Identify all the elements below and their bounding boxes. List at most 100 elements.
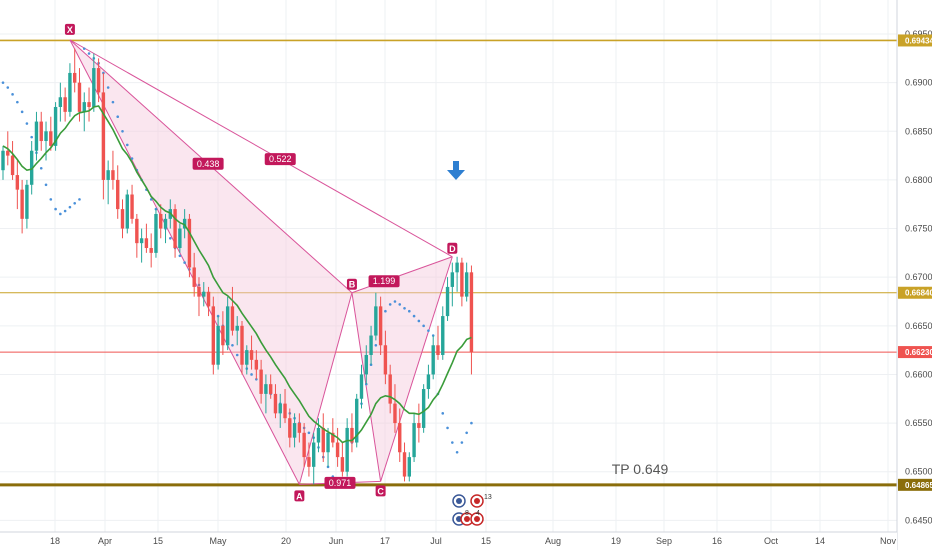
candle-body[interactable] <box>359 374 364 399</box>
candle-body[interactable] <box>445 286 450 317</box>
candle-body[interactable] <box>402 452 407 477</box>
candle-body[interactable] <box>20 189 24 219</box>
candle-body[interactable] <box>350 427 354 443</box>
level-price-tag[interactable] <box>898 34 932 47</box>
candle-body[interactable] <box>163 218 168 229</box>
candle-body[interactable] <box>216 325 220 365</box>
candle-body[interactable] <box>364 354 368 375</box>
candle-body[interactable] <box>278 403 282 414</box>
candle-body[interactable] <box>426 374 431 390</box>
candle-body[interactable] <box>221 325 225 346</box>
candle-body[interactable] <box>455 262 459 273</box>
candle-body[interactable] <box>192 267 196 287</box>
candle-body[interactable] <box>197 286 201 297</box>
candle-body[interactable] <box>178 228 182 249</box>
candle-body[interactable] <box>321 427 325 453</box>
candle-body[interactable] <box>10 155 15 176</box>
candle-body[interactable] <box>139 238 144 244</box>
candle-body[interactable] <box>53 106 58 146</box>
level-price-tag[interactable] <box>898 478 932 491</box>
candle-body[interactable] <box>206 291 211 307</box>
candle-body[interactable] <box>106 170 110 180</box>
candle-body[interactable] <box>331 432 335 443</box>
candle-body[interactable] <box>340 457 345 472</box>
candle-body[interactable] <box>240 325 244 365</box>
candle-body[interactable] <box>116 179 120 210</box>
candle-body[interactable] <box>125 194 129 229</box>
candle-body[interactable] <box>355 398 359 443</box>
candle-body[interactable] <box>268 384 273 394</box>
candle-body[interactable] <box>202 291 206 297</box>
candle-body[interactable] <box>68 72 72 112</box>
candle-body[interactable] <box>44 131 48 142</box>
candle-body[interactable] <box>369 335 373 355</box>
candle-body[interactable] <box>326 432 330 453</box>
candle-body[interactable] <box>393 403 397 424</box>
candle-body[interactable] <box>87 102 91 107</box>
candle-body[interactable] <box>249 350 254 360</box>
time-axis[interactable]: 18 Apr 15 May 20 Jun 17 Jul 15 Aug 19 Sep 16 Oct 14 Nov <box>0 531 897 550</box>
candle-body[interactable] <box>173 209 177 249</box>
level-price-tag[interactable] <box>898 346 932 359</box>
candle-body[interactable] <box>77 82 82 112</box>
candle-body[interactable] <box>120 209 125 229</box>
candle-body[interactable] <box>182 218 187 229</box>
candle-body[interactable] <box>374 306 378 336</box>
candle-body[interactable] <box>63 97 67 112</box>
candle-body[interactable] <box>73 72 77 83</box>
candle-body[interactable] <box>312 442 316 467</box>
candle-body[interactable] <box>225 306 230 346</box>
candle-body[interactable] <box>335 442 340 458</box>
candle-body[interactable] <box>288 418 292 438</box>
candle-body[interactable] <box>149 248 153 253</box>
candle-body[interactable] <box>307 457 311 467</box>
candle-body[interactable] <box>398 423 402 453</box>
candle-body[interactable] <box>316 427 321 443</box>
candle-body[interactable] <box>211 306 216 365</box>
candle-body[interactable] <box>144 238 149 249</box>
candle-body[interactable] <box>421 389 426 428</box>
candle-body[interactable] <box>230 306 235 331</box>
candle-body[interactable] <box>1 150 5 171</box>
candle-body[interactable] <box>412 423 416 458</box>
candle-body[interactable] <box>34 121 39 151</box>
candle-body[interactable] <box>259 369 263 394</box>
candle-body[interactable] <box>111 170 115 180</box>
candle-body[interactable] <box>283 403 287 419</box>
candle-body[interactable] <box>264 384 268 394</box>
candle-body[interactable] <box>469 272 474 353</box>
candle-body[interactable] <box>58 97 63 107</box>
candle-body[interactable] <box>96 68 101 93</box>
candle-body[interactable] <box>345 427 349 472</box>
candle-body[interactable] <box>29 150 34 185</box>
candle-body[interactable] <box>436 345 440 355</box>
candle-body[interactable] <box>464 272 469 297</box>
candle-body[interactable] <box>417 423 421 428</box>
candle-body[interactable] <box>297 423 302 433</box>
candle-body[interactable] <box>15 175 20 190</box>
candle-body[interactable] <box>187 218 192 268</box>
candle-body[interactable] <box>431 345 435 375</box>
candle-body[interactable] <box>82 102 86 112</box>
candle-body[interactable] <box>254 359 259 370</box>
candle-body[interactable] <box>101 92 106 180</box>
candle-body[interactable] <box>388 374 392 404</box>
candle-body[interactable] <box>135 218 139 244</box>
candle-body[interactable] <box>407 457 411 477</box>
candle-body[interactable] <box>383 345 388 375</box>
candle-body[interactable] <box>378 306 383 346</box>
candle-body[interactable] <box>49 131 53 146</box>
candle-body[interactable] <box>159 213 163 229</box>
candle-body[interactable] <box>235 325 239 331</box>
candle-body[interactable] <box>450 272 455 287</box>
candle-body[interactable] <box>154 213 158 253</box>
candle-body[interactable] <box>441 316 445 355</box>
candle-body[interactable] <box>273 393 278 414</box>
candle-body[interactable] <box>245 350 249 365</box>
candle-body[interactable] <box>302 432 306 458</box>
candle-body[interactable] <box>6 150 10 156</box>
candle-body[interactable] <box>460 262 464 297</box>
candle-body[interactable] <box>25 184 29 219</box>
candle-body[interactable] <box>39 121 43 142</box>
